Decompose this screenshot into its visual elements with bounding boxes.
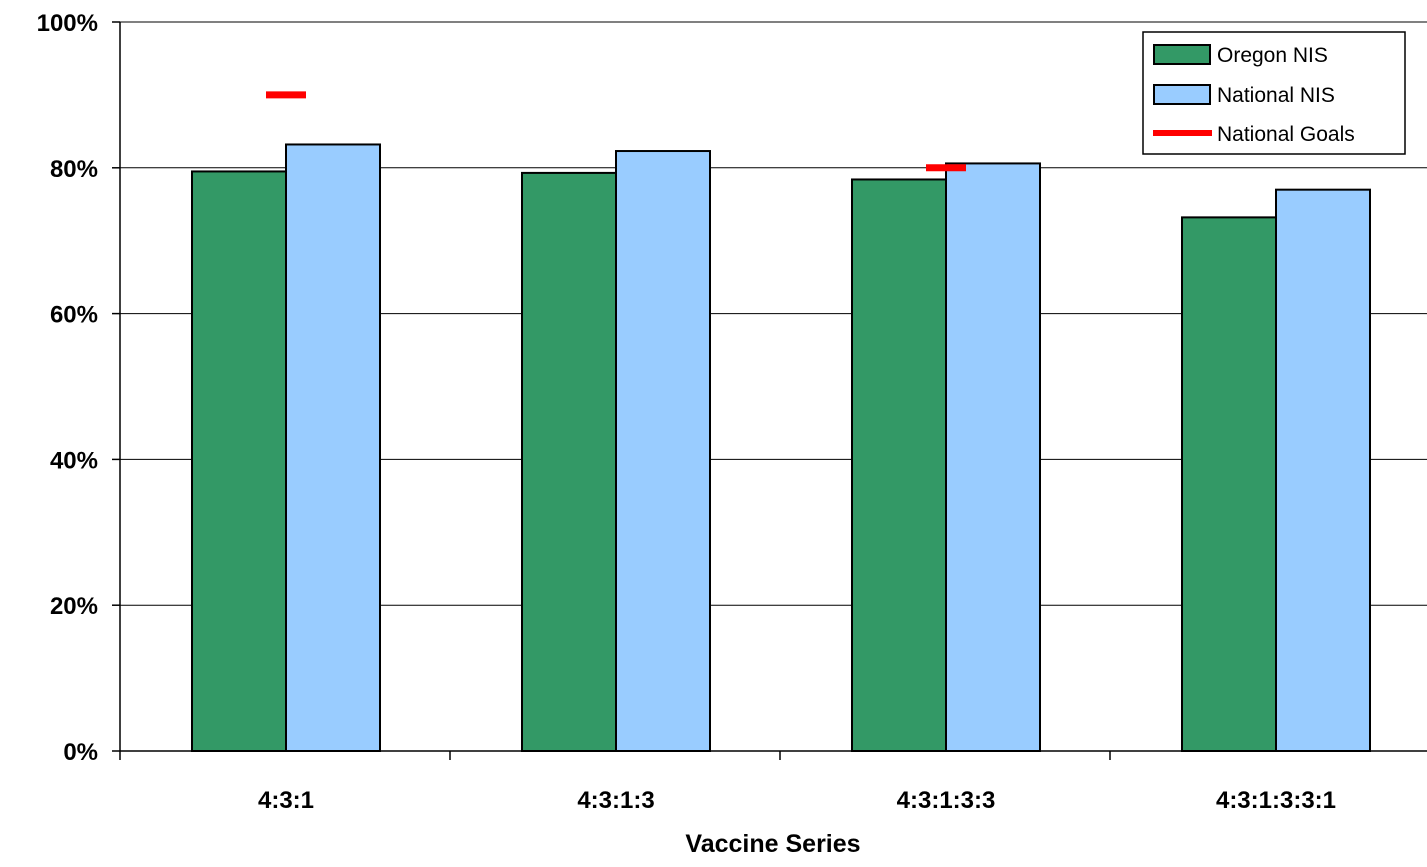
axes [112, 21, 1427, 760]
x-tick-label: 4:3:1 [258, 787, 314, 814]
y-tick-label: 80% [50, 156, 98, 183]
legend-label-goals: National Goals [1217, 123, 1355, 146]
legend-swatch-national [1153, 84, 1211, 105]
goal-marks [266, 91, 966, 172]
x-tick-label: 4:3:1:3:3 [897, 787, 996, 814]
bar-national-nis [285, 143, 381, 753]
x-tick-label: 4:3:1:3 [577, 787, 654, 814]
bar-national-nis [1275, 188, 1371, 753]
x-tick-label: 4:3:1:3:3:1 [1216, 787, 1336, 814]
bars [191, 143, 1371, 753]
bar-national-nis [615, 150, 711, 752]
y-tick-labels: 0% 20% 40% 60% 80% 100% [37, 10, 98, 766]
y-tick-label: 60% [50, 302, 98, 329]
x-tick-labels: 4:3:1 4:3:1:3 4:3:1:3:3 4:3:1:3:3:1 [258, 787, 1336, 814]
y-tick-label: 40% [50, 447, 98, 474]
bar-national-nis [945, 162, 1041, 752]
y-tick-label: 0% [63, 739, 98, 766]
bar-oregon-nis [521, 171, 617, 752]
legend: Oregon NIS National NIS National Goals [1142, 31, 1406, 155]
bar-oregon-nis [1181, 216, 1277, 752]
legend-label-national: National NIS [1217, 84, 1335, 107]
bar-oregon-nis [191, 170, 287, 752]
bar-oregon-nis [851, 178, 947, 753]
y-tick-label: 100% [37, 10, 98, 37]
legend-label-oregon: Oregon NIS [1217, 44, 1328, 67]
y-tick-label: 20% [50, 593, 98, 620]
legend-swatch-oregon [1153, 44, 1211, 65]
x-axis-title: Vaccine Series [685, 830, 860, 858]
